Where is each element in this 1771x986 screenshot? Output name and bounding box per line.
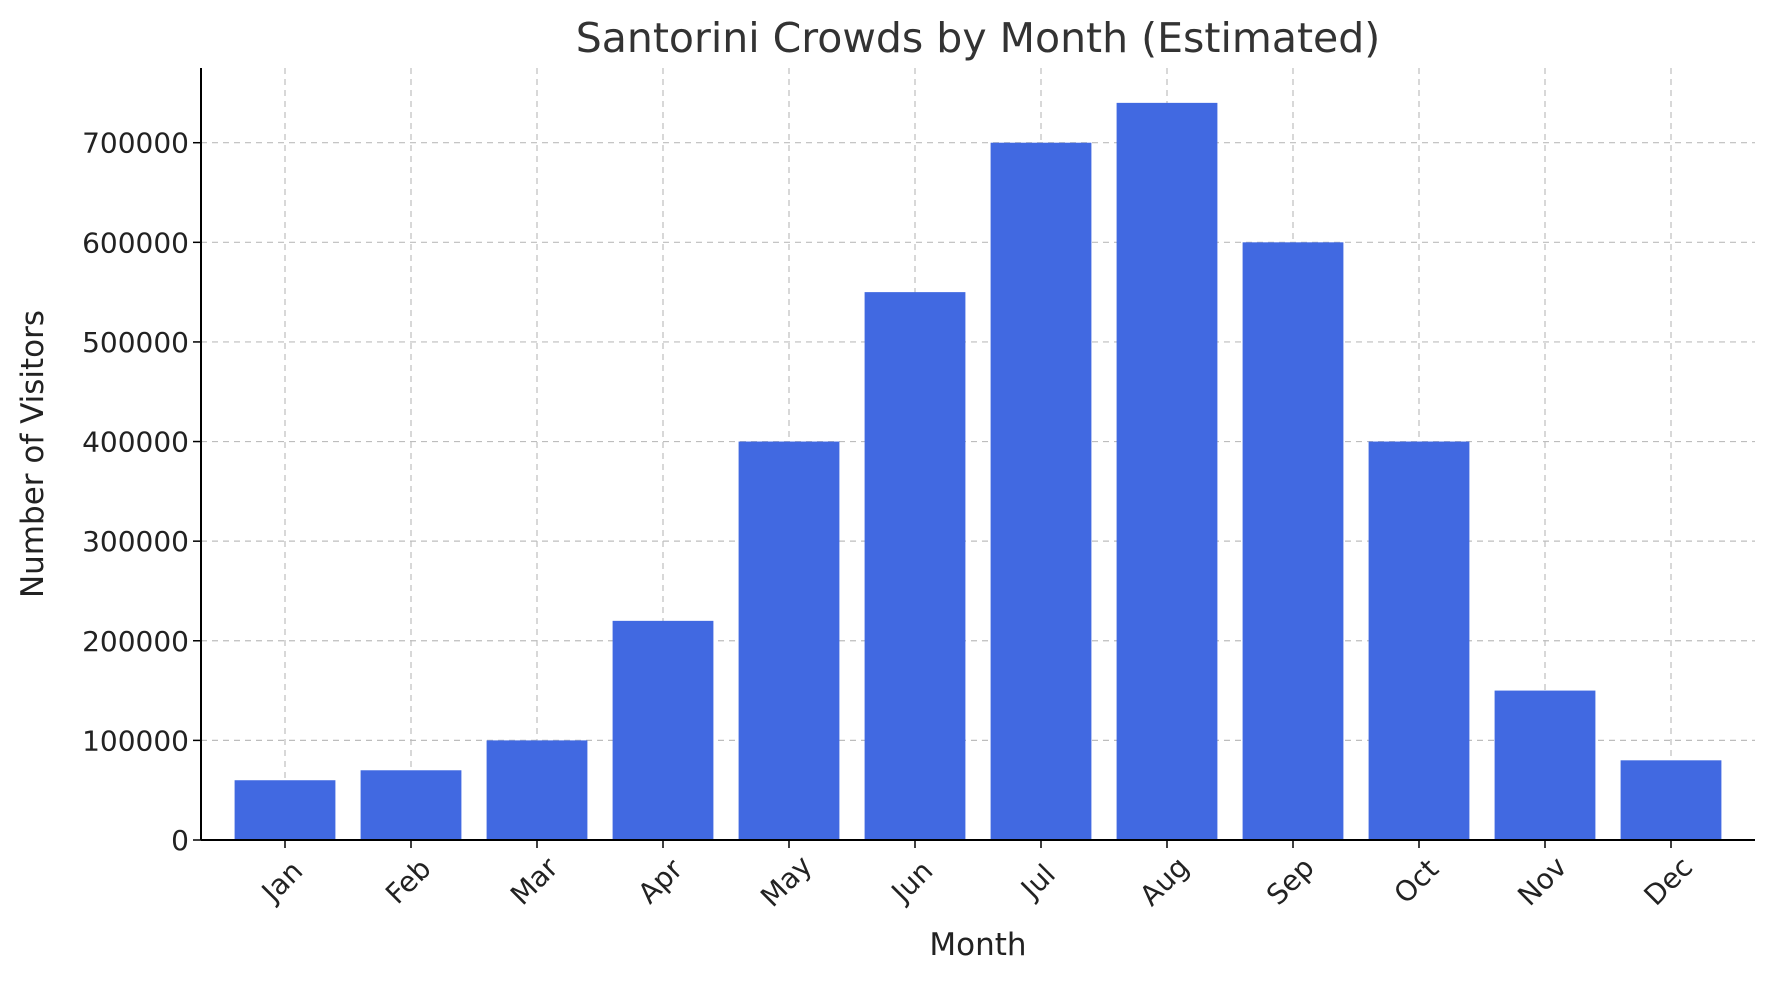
- x-tick-label: Apr: [631, 852, 689, 910]
- bar-jun: [864, 292, 966, 840]
- y-axis-title: Number of Visitors: [15, 310, 51, 598]
- bar-jul: [990, 142, 1092, 841]
- y-tick-label: 600000: [82, 226, 189, 259]
- x-tick-label: Dec: [1637, 850, 1699, 912]
- x-tick-label: Jun: [884, 854, 940, 910]
- x-tick-label: Mar: [504, 851, 565, 912]
- x-tick-labels: Jan Feb Mar Apr May Jun Jul Aug Sep Oct Nov Dec: [254, 840, 1699, 913]
- x-tick-label: Nov: [1511, 850, 1573, 912]
- y-tick-labels: 0 100000 200000 300000 400000 500000 600000 700…: [82, 127, 201, 857]
- bar-mar: [486, 740, 588, 840]
- bar-nov: [1494, 690, 1596, 840]
- x-tick-label: Jul: [1013, 858, 1062, 907]
- y-tick-label: 200000: [82, 625, 189, 658]
- bar-feb: [360, 770, 462, 840]
- x-tick-label: Sep: [1260, 851, 1321, 912]
- x-tick-label: Jan: [254, 854, 309, 909]
- bar-oct: [1368, 441, 1470, 840]
- x-tick-label: Aug: [1133, 850, 1195, 912]
- bar-jan: [234, 780, 336, 840]
- bars: [234, 102, 1722, 841]
- y-tick-label: 500000: [82, 326, 189, 359]
- y-tick-label: 100000: [82, 724, 189, 757]
- x-tick-label: Feb: [379, 852, 437, 910]
- bar-aug: [1116, 102, 1218, 841]
- bar-sep: [1242, 242, 1344, 841]
- chart-title: Santorini Crowds by Month (Estimated): [576, 14, 1381, 62]
- y-tick-label: 700000: [82, 127, 189, 160]
- x-tick-label: May: [754, 849, 818, 913]
- axes: [200, 68, 1755, 841]
- bar-may: [738, 441, 840, 840]
- bar-apr: [612, 620, 714, 840]
- bar-dec: [1620, 760, 1722, 840]
- y-tick-label: 400000: [82, 426, 189, 459]
- x-tick-label: Oct: [1387, 852, 1445, 910]
- x-axis-title: Month: [929, 927, 1026, 963]
- y-tick-label: 300000: [82, 525, 189, 558]
- y-tick-label: 0: [171, 824, 189, 857]
